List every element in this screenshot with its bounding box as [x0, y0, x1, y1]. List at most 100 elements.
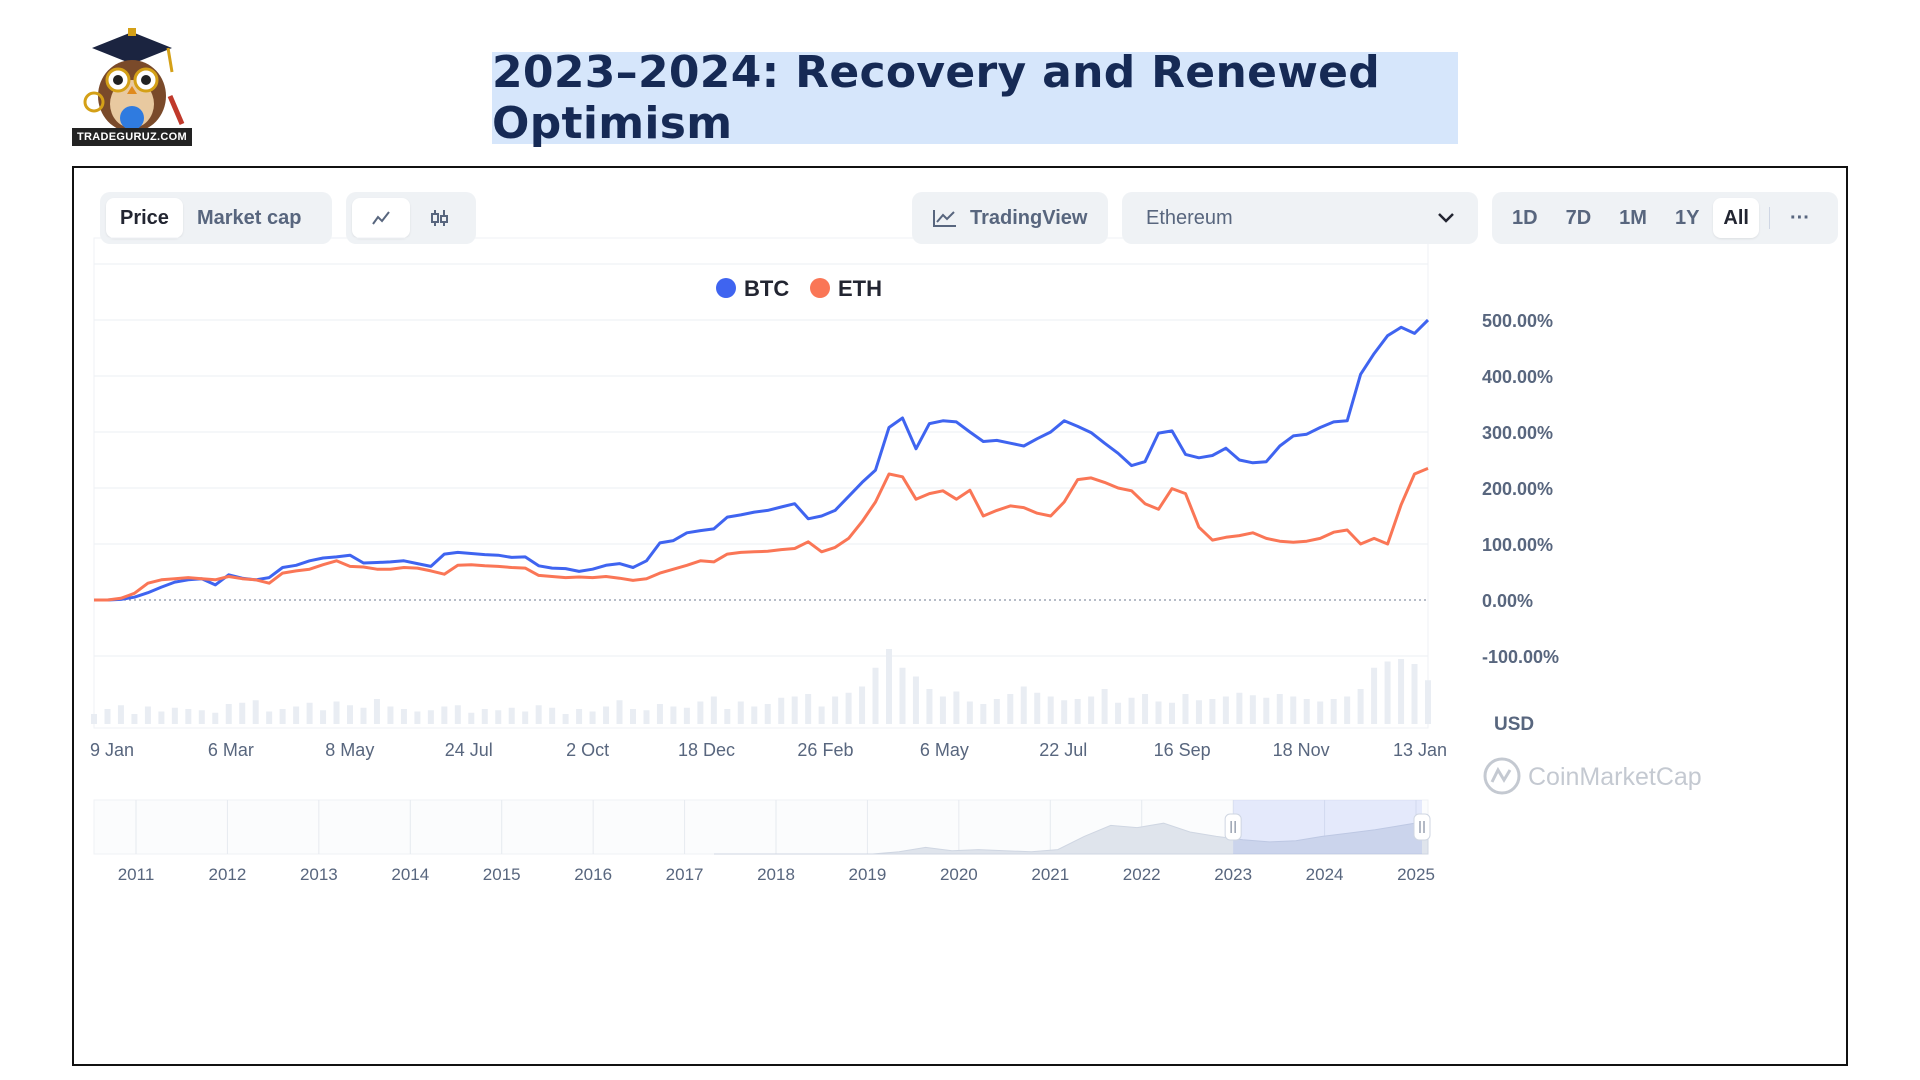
volume-bar [1061, 700, 1068, 724]
range-all[interactable]: All [1713, 198, 1759, 238]
navigator-year-label: 2014 [391, 865, 429, 884]
volume-bar [724, 709, 731, 724]
y-unit-label: USD [1494, 714, 1534, 735]
line-chart-button[interactable] [352, 198, 410, 238]
range-1y[interactable]: 1Y [1674, 206, 1700, 229]
volume-bar [1398, 659, 1405, 724]
navigator-year-label: 2013 [300, 865, 338, 884]
volume-bar [562, 714, 569, 724]
volume-bar [104, 709, 111, 724]
volume-bar [603, 706, 610, 724]
market-cap-tab[interactable]: Market cap [196, 206, 302, 229]
volume-bar [993, 699, 1000, 724]
volume-bar [1142, 694, 1149, 724]
tradingview-label: TradingView [970, 206, 1088, 229]
volume-bar [333, 701, 340, 724]
volume-bar [899, 667, 906, 724]
volume-bar [549, 707, 556, 724]
volume-bar [832, 696, 839, 724]
volume-bar [845, 692, 852, 724]
volume-bar [1411, 664, 1418, 724]
volume-bar [1007, 694, 1014, 724]
volume-bar [387, 706, 394, 724]
navigator-year-label: 2021 [1031, 865, 1069, 884]
grid-lines [93, 237, 1429, 729]
volume-bar [373, 699, 380, 724]
volume-bar [117, 705, 124, 724]
x-tick-label: 18 Dec [678, 740, 735, 760]
volume-bar [252, 700, 259, 724]
volume-bar [1236, 692, 1243, 724]
navigator-year-label: 2020 [940, 865, 978, 884]
price-tab[interactable]: Price [106, 198, 183, 238]
volume-bar [1290, 696, 1297, 724]
range-toggle: 1D 7D 1M 1Y All ··· [1492, 192, 1838, 244]
legend-label-eth: ETH [838, 276, 882, 301]
logo-caption: TRADEGURUZ.COM [72, 128, 192, 146]
range-1d[interactable]: 1D [1512, 206, 1538, 229]
volume-bar [589, 711, 596, 724]
series-line-eth [94, 467, 1429, 602]
x-tick-label: 2 Oct [566, 740, 609, 760]
more-options-button[interactable]: ··· [1789, 206, 1810, 229]
navigator-mini-area [714, 820, 1429, 855]
navigator-year-label: 2019 [849, 865, 887, 884]
navigator-selection [1233, 800, 1422, 854]
tradingview-button[interactable]: TradingView [912, 192, 1108, 244]
volume-bar [1263, 697, 1270, 724]
legend-dot-eth [810, 278, 830, 298]
slide-title: 2023–2024: Recovery and Renewed Optimism [492, 47, 1381, 149]
volume-bar [616, 700, 623, 724]
volume-bar [670, 706, 677, 724]
volume-bar [441, 706, 448, 724]
volume-bar [643, 710, 650, 724]
x-tick-label: 16 Sep [1154, 740, 1211, 760]
tradeguruz-logo: TRADEGURUZ.COM [72, 26, 192, 146]
candlestick-button[interactable] [410, 198, 468, 238]
volume-bar [495, 710, 502, 724]
volume-bar [306, 702, 313, 724]
range-7d[interactable]: 7D [1565, 206, 1592, 229]
slide-title-box: 2023–2024: Recovery and Renewed Optimism [492, 47, 1458, 149]
volume-bar [872, 667, 879, 724]
range-1m[interactable]: 1M [1619, 206, 1647, 229]
navigator-year-label: 2025 [1397, 865, 1435, 884]
navigator-year-label: 2011 [118, 865, 155, 884]
chart-frame: Price Market cap TradingView Ethereum 1D… [72, 166, 1848, 1066]
volume-bar [710, 696, 717, 724]
volume-bar [1168, 702, 1175, 724]
y-tick-label: -100.00% [1482, 647, 1559, 667]
type-toggle: Price Market cap [100, 192, 332, 244]
chart-legend: BTC ETH [716, 276, 882, 301]
volume-bar [980, 704, 987, 724]
volume-bar [764, 704, 771, 724]
watermark-text: CoinMarketCap [1528, 763, 1702, 791]
y-tick-label: 500.00% [1482, 311, 1553, 331]
volume-bar [1303, 699, 1310, 724]
volume-bar [966, 701, 973, 724]
x-axis-labels: 9 Jan 6 Mar 8 May 24 Jul 2 Oct 18 Dec 26 Feb 6 … [90, 740, 1447, 760]
volume-bar [791, 696, 798, 724]
volume-bar [737, 701, 744, 724]
coin-select[interactable]: Ethereum [1122, 192, 1478, 244]
volume-bar [912, 676, 919, 724]
navigator-handle-right [1413, 813, 1431, 841]
volume-bar [481, 709, 488, 724]
volume-bar [508, 707, 515, 724]
x-tick-label: 6 Mar [208, 740, 254, 760]
volume-bar [805, 694, 812, 724]
owl-logo-icon [83, 28, 185, 132]
navigator-year-label: 2016 [574, 865, 612, 884]
legend-label-btc: BTC [744, 276, 789, 301]
volume-bar [1195, 700, 1202, 724]
volume-bar [886, 649, 893, 724]
volume-bar [751, 706, 758, 724]
volume-bar [926, 689, 933, 724]
range-divider [1768, 207, 1770, 229]
y-tick-label: 200.00% [1482, 479, 1553, 499]
range-navigator[interactable]: 2011 2012 2013 2014 2015 2016 2017 2018 2019 2020… [93, 799, 1435, 884]
volume-bar [279, 709, 286, 724]
y-tick-label: 300.00% [1482, 423, 1553, 443]
tradingview-icon [933, 210, 956, 227]
volume-bar [1317, 701, 1324, 724]
